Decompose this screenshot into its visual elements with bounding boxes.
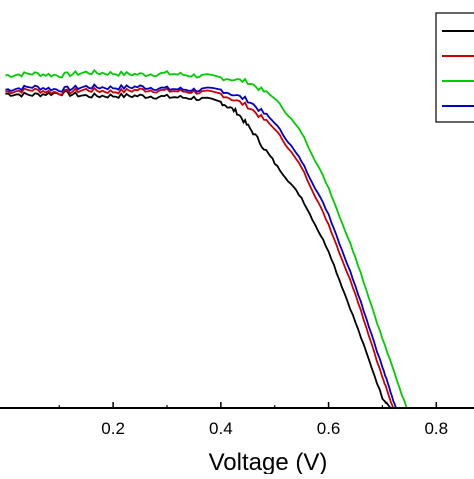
- x-tick-label: 0.4: [209, 419, 233, 438]
- series-line-2: [5, 86, 395, 409]
- series-line-1: [5, 90, 392, 409]
- series-layer: [5, 68, 408, 409]
- x-tick-label: 0.8: [424, 419, 448, 438]
- x-axis-title: Voltage (V): [209, 449, 328, 474]
- x-tick-label: 0.2: [101, 419, 125, 438]
- legend: [435, 12, 474, 123]
- series-line-4: [5, 83, 397, 409]
- x-tick-label: 0.6: [317, 419, 341, 438]
- series-line-3: [5, 68, 408, 409]
- axis-layer: 0.2 0.4 0.6 0.8: [0, 402, 474, 438]
